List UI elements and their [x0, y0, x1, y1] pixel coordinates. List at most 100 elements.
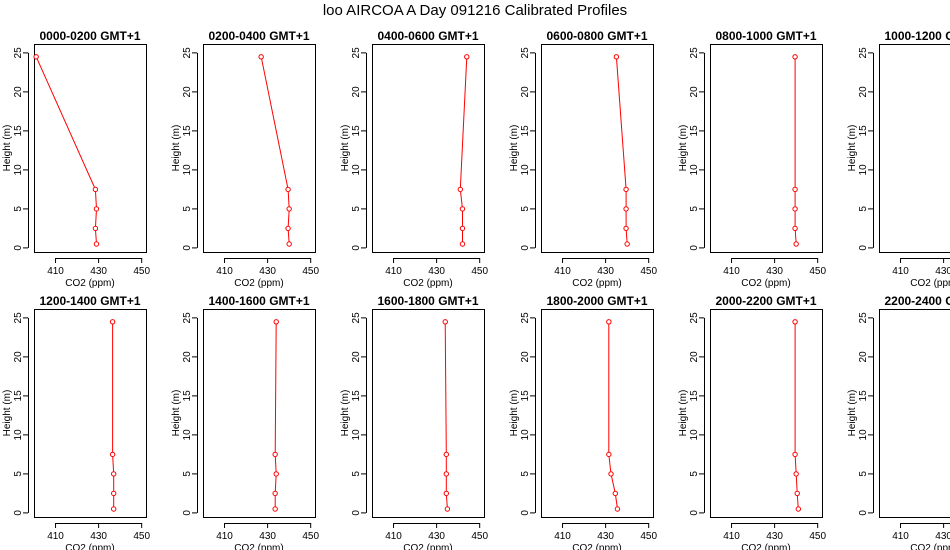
- profile-point: [792, 225, 798, 232]
- panel-2: 0200-0400 GMT+1 410 430 450 CO2 (ppm) 0 5 10 15 2…: [171, 29, 319, 289]
- profile-point: [792, 54, 798, 60]
- x-tick-label: 410: [216, 266, 233, 277]
- y-tick-label: 0: [182, 510, 193, 516]
- profile-point: [459, 225, 466, 232]
- panel-3: 0400-0600 GMT+1 410 430 450 CO2 (ppm) 0 5 10 15 2…: [340, 29, 488, 289]
- profile-point: [109, 451, 116, 458]
- y-tick-label: 15: [689, 125, 700, 137]
- y-tick-label: 15: [351, 125, 362, 137]
- profile-point: [442, 319, 448, 325]
- y-tick-label: 0: [520, 510, 531, 516]
- y-tick-label: 25: [689, 47, 700, 59]
- x-tick-label: 430: [766, 266, 783, 277]
- profile-point: [792, 206, 798, 212]
- x-tick-label: 430: [428, 531, 445, 542]
- profile-point: [606, 319, 612, 325]
- y-tick-label: 0: [858, 510, 869, 516]
- y-tick-label: 0: [520, 245, 531, 251]
- y-axis-label: Height (m): [678, 390, 689, 437]
- figure-title: loo AIRCOA A Day 091216 Calibrated Profi…: [322, 2, 628, 19]
- y-axis-label: Height (m): [847, 390, 858, 437]
- y-tick-label: 5: [182, 471, 193, 477]
- profile-point: [285, 186, 291, 193]
- y-tick-label: 25: [13, 312, 24, 324]
- y-tick-label: 15: [351, 390, 362, 402]
- x-axis-label: CO2 (ppm): [572, 278, 621, 289]
- x-tick-label: 450: [640, 531, 657, 542]
- x-tick-label: 410: [385, 531, 402, 542]
- y-tick-label: 10: [858, 164, 869, 176]
- y-tick-label: 0: [351, 510, 362, 516]
- x-axis-label: CO2 (ppm): [403, 278, 452, 289]
- x-tick-label: 410: [216, 531, 233, 542]
- y-tick-label: 15: [858, 125, 869, 137]
- profile-point: [624, 241, 630, 247]
- x-tick-label: 430: [90, 266, 107, 277]
- panel-title: 0600-0800 GMT+1: [546, 29, 647, 43]
- profile-point: [92, 186, 99, 193]
- profile-point: [612, 490, 619, 497]
- profile-line: [35, 56, 98, 245]
- y-tick-label: 25: [689, 312, 700, 324]
- y-tick-label: 10: [13, 429, 24, 441]
- profile-line: [615, 56, 628, 245]
- y-tick-label: 20: [13, 351, 24, 363]
- plot-frame: [372, 309, 485, 518]
- y-tick-label: 25: [351, 312, 362, 324]
- y-axis-label: Height (m): [171, 390, 182, 437]
- profile-point: [272, 451, 278, 458]
- profile-point: [286, 206, 292, 212]
- plot-frame: [34, 44, 147, 253]
- profile-point: [273, 471, 279, 477]
- y-tick-label: 15: [520, 125, 531, 137]
- panel-title: 2200-2400 GMT+1: [884, 294, 950, 308]
- x-axis-label: CO2 (ppm): [572, 543, 621, 550]
- y-tick-label: 10: [689, 429, 700, 441]
- y-tick-label: 0: [689, 510, 700, 516]
- y-tick-label: 5: [520, 206, 531, 212]
- profile-point: [606, 451, 612, 458]
- panel-title: 2000-2200 GMT+1: [715, 294, 816, 308]
- plot-frame: [541, 44, 654, 253]
- profile-point: [793, 471, 799, 477]
- panel-7: 1200-1400 GMT+1 410 430 450 CO2 (ppm) 0 5 10 15 2…: [2, 294, 150, 550]
- x-tick-label: 410: [47, 266, 64, 277]
- plot-frame: [710, 309, 823, 518]
- profile-point: [459, 241, 466, 247]
- y-axis-label: Height (m): [678, 125, 689, 172]
- profile-point: [273, 319, 279, 325]
- profile-point: [623, 186, 629, 193]
- profile-point: [457, 186, 464, 193]
- panel-title: 1800-2000 GMT+1: [546, 294, 647, 308]
- x-tick-label: 430: [597, 266, 614, 277]
- x-tick-label: 450: [640, 266, 657, 277]
- plot-frame: [203, 44, 316, 253]
- profile-line: [112, 321, 115, 509]
- x-tick-label: 430: [259, 266, 276, 277]
- y-tick-label: 25: [858, 47, 869, 59]
- profile-point: [110, 490, 117, 497]
- x-tick-label: 450: [809, 531, 826, 542]
- panel-4: 0600-0800 GMT+1 410 430 450 CO2 (ppm) 0 5 10 15 2…: [509, 29, 657, 289]
- plot-frame: [879, 309, 950, 518]
- x-tick-label: 430: [597, 531, 614, 542]
- x-tick-label: 410: [554, 531, 571, 542]
- x-axis-label: CO2 (ppm): [403, 543, 452, 550]
- x-tick-label: 430: [90, 531, 107, 542]
- y-tick-label: 20: [858, 86, 869, 98]
- y-tick-label: 5: [689, 471, 700, 477]
- profile-point: [93, 206, 100, 212]
- profile-point: [110, 506, 117, 512]
- profile-point: [93, 241, 100, 247]
- x-tick-label: 410: [892, 266, 909, 277]
- profile-point: [443, 451, 450, 458]
- x-axis-label: CO2 (ppm): [741, 543, 790, 550]
- y-axis-label: Height (m): [340, 125, 351, 172]
- x-tick-label: 430: [935, 266, 950, 277]
- x-tick-label: 450: [471, 266, 488, 277]
- profile-line: [274, 321, 277, 509]
- panel-9: 1600-1800 GMT+1 410 430 450 CO2 (ppm) 0 5 10 15 2…: [340, 294, 488, 550]
- plot-frame: [34, 309, 147, 518]
- y-tick-label: 20: [13, 86, 24, 98]
